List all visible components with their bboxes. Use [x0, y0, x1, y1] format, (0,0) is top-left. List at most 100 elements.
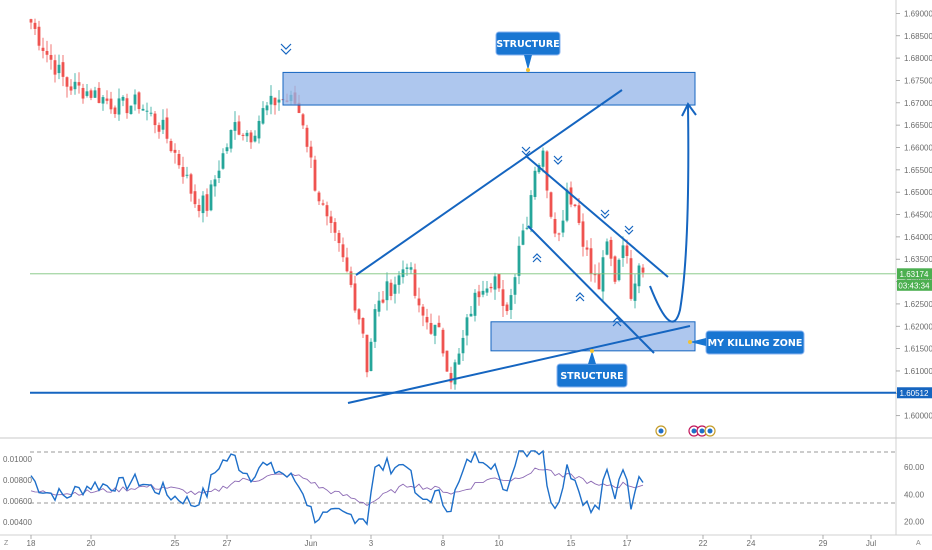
- time-axis: 18 20 25 27 Jun 3 8 10 15 17 22 24 29 Jul: [27, 535, 876, 548]
- candle-body: [441, 329, 445, 354]
- candle-body: [89, 90, 93, 98]
- callout-killing-zone[interactable]: MY KILLING ZONE: [688, 330, 805, 355]
- candle-body: [241, 134, 245, 136]
- time-tick-label: 20: [87, 539, 96, 548]
- candle-body: [197, 205, 201, 212]
- time-tick-label: Jun: [305, 539, 318, 548]
- candle-body: [181, 167, 185, 177]
- candle-body: [341, 244, 345, 258]
- candle-body: [185, 174, 189, 176]
- chevron-down-icon: [624, 225, 634, 235]
- price-tick-label: 1.66500: [904, 121, 932, 130]
- candle-body: [425, 316, 429, 323]
- price-pane[interactable]: [0, 0, 896, 438]
- candle-body: [345, 257, 349, 272]
- candle-body: [557, 233, 561, 235]
- candle-body: [361, 318, 365, 334]
- candle-body: [325, 205, 329, 217]
- structure-zone-bottom[interactable]: [490, 321, 696, 352]
- time-tick-label: 24: [747, 539, 756, 548]
- candle-body: [433, 324, 437, 336]
- candle-body: [473, 292, 477, 316]
- time-tick-label: 15: [567, 539, 576, 548]
- callout-structure-top[interactable]: STRUCTURE: [495, 31, 561, 72]
- candle-body: [465, 317, 469, 336]
- projected-path-curve[interactable]: [649, 105, 690, 323]
- price-tick-label: 1.60000: [904, 412, 932, 421]
- candle-body: [105, 98, 109, 101]
- rsi-axis: 60.00 40.00 20.00: [904, 463, 925, 526]
- candle-body: [305, 127, 309, 147]
- candle-body: [209, 184, 213, 211]
- candle-body: [49, 54, 53, 60]
- event-icons[interactable]: [655, 425, 716, 437]
- descending-channel-top[interactable]: [525, 155, 669, 278]
- candle-body: [301, 114, 305, 126]
- time-tick-label: 29: [819, 539, 828, 548]
- candle-body: [233, 122, 237, 131]
- candle-body: [521, 230, 525, 245]
- candle-body: [117, 98, 121, 115]
- candle-body: [601, 257, 605, 292]
- candle-body: [329, 216, 333, 223]
- candle-body: [409, 267, 413, 270]
- time-tick-label: Jul: [866, 539, 876, 548]
- candle-body: [513, 277, 517, 295]
- secondary-tick-label: 0.00800: [3, 476, 32, 485]
- candle-body: [177, 154, 181, 166]
- candle-body: [257, 120, 261, 139]
- ascending-support-line[interactable]: [347, 325, 691, 404]
- candlestick-series: [29, 18, 645, 390]
- candle-body: [157, 125, 161, 132]
- price-tick-label: 1.62000: [904, 322, 932, 331]
- candle-body: [221, 153, 225, 169]
- chevron-markers: [280, 43, 634, 327]
- candle-body: [321, 203, 325, 205]
- projected-path-arrowhead: [681, 102, 697, 117]
- price-tick-label: 1.62500: [904, 300, 932, 309]
- candle-body: [101, 97, 105, 104]
- price-tick-label: 1.64000: [904, 233, 932, 242]
- candle-body: [401, 269, 405, 278]
- trend-lines[interactable]: [347, 89, 697, 404]
- candle-body: [497, 273, 501, 289]
- candle-body: [489, 286, 493, 289]
- rsi-tick-label: 20.00: [904, 517, 925, 526]
- candle-body: [457, 353, 461, 365]
- candle-body: [453, 362, 457, 385]
- candle-body: [413, 269, 417, 296]
- callout-structure-bottom[interactable]: STRUCTURE: [556, 349, 628, 388]
- price-tick-label: 1.64500: [904, 211, 932, 220]
- candle-body: [589, 248, 593, 274]
- candle-body: [405, 267, 409, 269]
- candle-body: [73, 81, 77, 90]
- candle-body: [61, 62, 65, 77]
- descending-channel-bottom[interactable]: [527, 225, 655, 354]
- time-tick-label: 3: [369, 539, 374, 548]
- candle-body: [421, 306, 425, 316]
- candle-body: [333, 222, 337, 233]
- candle-body: [189, 174, 193, 194]
- chevron-down-icon: [280, 43, 292, 55]
- candle-body: [365, 334, 369, 373]
- ascending-resistance-line[interactable]: [355, 89, 623, 276]
- candle-body: [573, 204, 577, 207]
- candle-body: [625, 245, 629, 257]
- level-price-label: 1.60512: [900, 389, 929, 398]
- candle-body: [153, 113, 157, 126]
- candle-body: [385, 281, 389, 301]
- candle-body: [449, 373, 453, 383]
- corner-left-label: Z: [4, 540, 9, 547]
- candle-body: [353, 283, 357, 311]
- time-tick-label: 25: [171, 539, 180, 548]
- candle-body: [429, 322, 433, 334]
- candle-body: [633, 283, 637, 301]
- candle-body: [113, 107, 117, 115]
- candle-body: [613, 256, 617, 282]
- candle-body: [269, 95, 273, 105]
- candle-body: [129, 105, 133, 115]
- candle-body: [149, 112, 153, 114]
- structure-zone-top[interactable]: [282, 71, 696, 106]
